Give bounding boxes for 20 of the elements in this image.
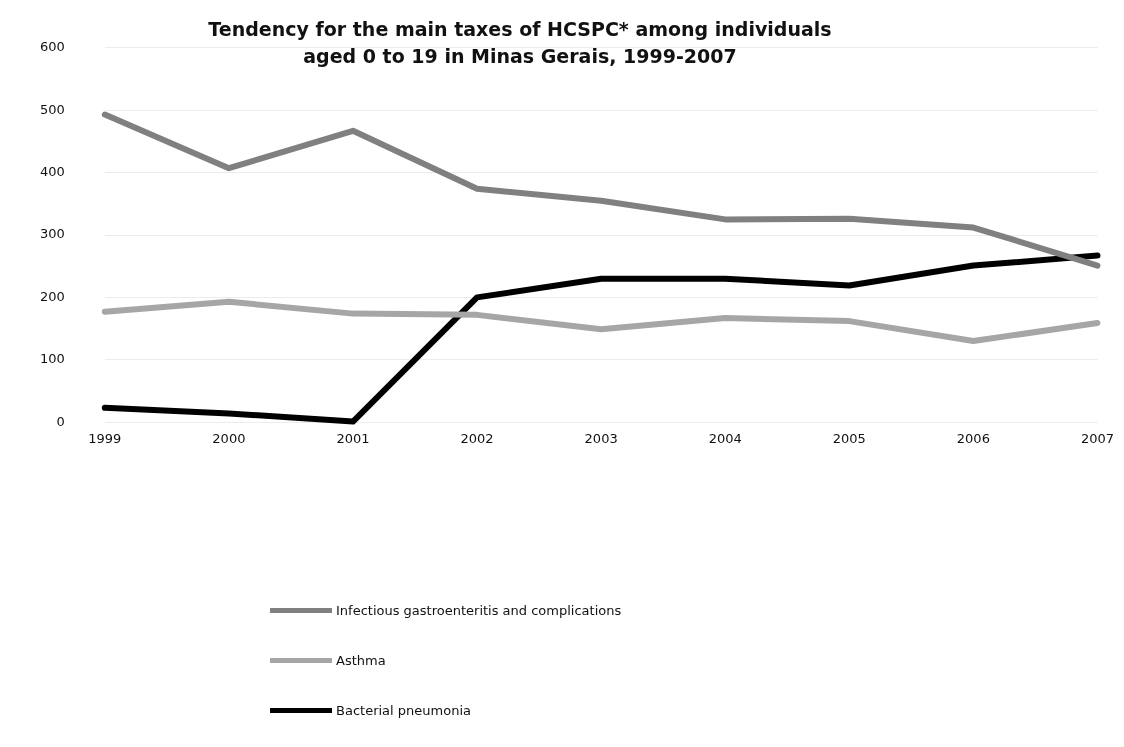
y-tick-label: 200	[39, 288, 65, 304]
x-tick-label: 2001	[336, 431, 370, 447]
legend-label: Infectious gastroenteritis and complications	[336, 602, 622, 618]
chart-title: Tendency for the main taxes of HCSPC* among individuals aged 0 to 19 in Minas Gerais, 1999-2007	[207, 17, 833, 69]
legend-label: Asthma	[336, 652, 386, 668]
x-tick-label: 1999	[88, 431, 122, 447]
x-tick-label: 2007	[1080, 431, 1114, 447]
x-tick-label: 2005	[832, 431, 866, 447]
y-tick-label: 400	[39, 163, 65, 179]
x-tick-label: 2003	[584, 431, 618, 447]
x-tick-label: 2006	[956, 431, 990, 447]
y-tick-label: 600	[39, 39, 65, 55]
y-tick-label: 300	[39, 226, 65, 242]
legend-label: Bacterial pneumonia	[336, 702, 471, 718]
y-tick-label: 500	[39, 101, 65, 117]
x-tick-label: 2000	[212, 431, 246, 447]
y-tick-label: 100	[39, 351, 65, 367]
x-tick-label: 2004	[708, 431, 742, 447]
x-tick-label: 2002	[460, 431, 494, 447]
y-tick-label: 0	[56, 413, 65, 429]
